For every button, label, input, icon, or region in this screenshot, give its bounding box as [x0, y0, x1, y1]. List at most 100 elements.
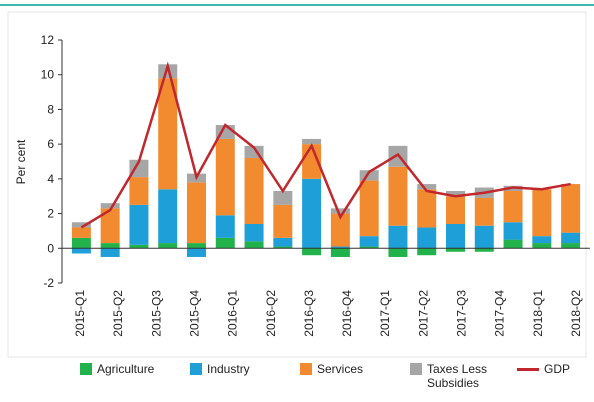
legend-label: Agriculture	[97, 362, 155, 376]
y-tick-label: -2	[43, 276, 54, 290]
bar	[158, 64, 178, 79]
x-tick-label: 2018-Q1	[531, 290, 545, 337]
y-tick-label: 12	[41, 33, 55, 47]
bar	[446, 223, 465, 249]
bar	[359, 170, 379, 181]
bar	[273, 204, 293, 238]
legend: Agriculture Industry Services Taxes Less Su…	[80, 362, 580, 398]
bar	[244, 223, 264, 242]
legend-swatch	[190, 363, 202, 375]
bar	[215, 138, 235, 216]
y-tick-label: 4	[47, 172, 54, 186]
bar	[273, 246, 293, 249]
x-tick-label: 2017-Q3	[455, 290, 469, 337]
bar	[129, 177, 149, 205]
bar	[561, 243, 581, 249]
bar	[474, 197, 494, 226]
bar	[187, 248, 206, 257]
legend-item: GDP	[517, 362, 594, 376]
bar	[330, 246, 350, 249]
bar	[417, 248, 437, 256]
bar	[417, 189, 437, 228]
bar	[561, 232, 581, 244]
y-tick-label: 8	[47, 102, 54, 116]
bar	[244, 241, 264, 249]
bar	[359, 180, 379, 237]
legend-label: GDP	[544, 362, 571, 376]
bar	[273, 191, 293, 205]
bar	[330, 248, 350, 257]
bar	[187, 182, 206, 244]
bar	[302, 248, 322, 256]
bar	[388, 225, 408, 249]
x-tick-label: 2017-Q1	[378, 290, 392, 337]
x-tick-label: 2017-Q4	[493, 290, 507, 337]
bar	[100, 248, 120, 257]
bar	[417, 184, 437, 190]
bar	[71, 227, 91, 238]
legend-item: Industry	[190, 362, 287, 376]
legend-swatch	[80, 363, 92, 375]
legend-swatch	[410, 363, 422, 375]
bar	[532, 189, 552, 237]
bar	[330, 208, 350, 214]
legend-item: Services	[300, 362, 397, 376]
y-tick-label: 2	[47, 207, 54, 221]
bar	[474, 248, 494, 252]
bar	[158, 243, 178, 249]
bar	[129, 204, 149, 245]
x-tick-label: 2015-Q2	[111, 290, 125, 337]
bar	[532, 243, 552, 249]
legend-label: Industry	[207, 362, 250, 376]
x-tick-label: 2018-Q2	[569, 290, 583, 337]
legend-item: Taxes Less Subsidies	[410, 362, 507, 390]
bar	[388, 166, 408, 226]
bar	[359, 246, 379, 249]
bar	[503, 191, 523, 223]
chart: Per cent -2 0 2 4 6 8 10 12 2015-Q1 2015-Q2 2015-Q…	[0, 4, 594, 358]
bar	[503, 222, 523, 240]
bar	[273, 237, 293, 247]
bar	[359, 236, 379, 247]
legend-label: Taxes Less Subsidies	[427, 362, 488, 390]
bar	[388, 248, 408, 257]
x-tick-label: 2016-Q2	[264, 290, 278, 337]
legend-label: Services	[317, 362, 364, 376]
bar	[561, 184, 581, 233]
x-tick-label: 2016-Q1	[226, 290, 240, 337]
legend-swatch	[300, 363, 312, 375]
bar	[446, 191, 465, 197]
bar	[215, 215, 235, 238]
bar	[302, 138, 322, 145]
bar	[129, 159, 149, 178]
legend-item: Agriculture	[80, 362, 177, 376]
bar	[532, 236, 552, 244]
x-tick-label: 2015-Q4	[187, 290, 201, 337]
bar	[417, 227, 437, 249]
x-tick-label: 2015-Q3	[149, 290, 163, 337]
legend-swatch	[517, 368, 539, 371]
bar	[215, 237, 235, 249]
x-tick-label: 2016-Q3	[302, 290, 316, 337]
y-tick-label: 6	[47, 137, 54, 151]
x-tick-label: 2016-Q4	[340, 290, 354, 337]
y-tick-label: 10	[41, 68, 55, 82]
gdp-line	[80, 61, 571, 229]
x-tick-label: 2017-Q2	[416, 290, 430, 337]
bar	[100, 208, 120, 244]
bar	[100, 203, 120, 209]
bar	[330, 213, 350, 247]
bar	[71, 248, 91, 254]
y-tick-label: 0	[47, 241, 54, 255]
bar	[503, 239, 523, 249]
bar	[129, 244, 149, 249]
bar	[158, 189, 178, 244]
bar	[71, 222, 91, 228]
y-axis-label: Per cent	[14, 139, 28, 184]
x-tick-label: 2015-Q1	[73, 290, 87, 337]
bar	[446, 196, 465, 224]
bar	[187, 243, 206, 249]
bar	[244, 158, 264, 224]
plot-frame	[7, 11, 587, 358]
